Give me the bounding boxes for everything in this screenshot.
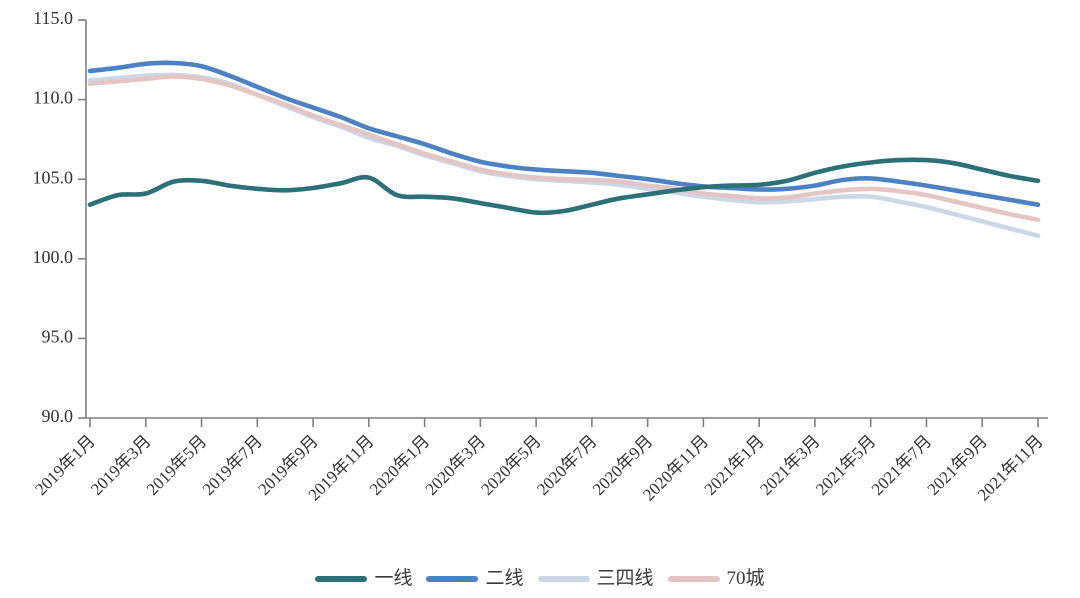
legend-swatch-70cities (667, 575, 720, 582)
series-line-tier1 (87, 157, 1041, 216)
x-tick-label: 2019年3月 (87, 431, 155, 499)
y-tick-label: 90.0 (42, 406, 74, 426)
legend-item-tier34: 三四线 (537, 568, 654, 589)
y-tick-label: 95.0 (42, 327, 74, 347)
legend-item-tier1: 一线 (315, 569, 412, 588)
x-tick-label: 2020年1月 (366, 431, 434, 499)
y-tick-label: 100.0 (33, 247, 74, 267)
x-tick-label: 2021年5月 (812, 431, 880, 499)
x-tick-label: 2020年7月 (533, 431, 601, 499)
legend-swatch-tier2 (426, 575, 479, 582)
x-tick-label: 2021年7月 (868, 431, 936, 499)
chart-legend: 一线 二线 三四线 70城 (0, 569, 1080, 588)
legend-item-70cities: 70城 (667, 568, 765, 589)
y-tick-label: 105.0 (33, 167, 74, 187)
series-line-tier2 (87, 60, 1041, 207)
x-tick-label: 2019年1月 (31, 431, 99, 499)
x-tick-label: 2019年7月 (199, 431, 267, 499)
legend-item-tier2: 二线 (426, 568, 524, 589)
x-tick-label: 2021年3月 (756, 431, 824, 499)
legend-label-70cities: 70城 (726, 568, 765, 589)
x-tick-label: 2020年5月 (477, 431, 545, 499)
y-tick-label: 115.0 (33, 8, 73, 28)
x-tick-label: 2019年5月 (143, 431, 211, 499)
legend-label-tier2: 二线 (485, 568, 524, 589)
legend-label-tier34: 三四线 (596, 568, 654, 589)
legend-swatch-tier1 (315, 575, 368, 582)
plot-area: 90.095.0100.0105.0110.0115.02019年1月2019年… (31, 8, 1048, 504)
series-line-70cities (87, 74, 1041, 223)
x-tick-label: 2020年3月 (422, 431, 490, 499)
legend-label-tier1: 一线 (374, 568, 413, 589)
legend-swatch-tier34 (537, 575, 590, 582)
y-tick-label: 110.0 (33, 88, 73, 108)
x-tick-label: 2021年1月 (700, 431, 768, 499)
